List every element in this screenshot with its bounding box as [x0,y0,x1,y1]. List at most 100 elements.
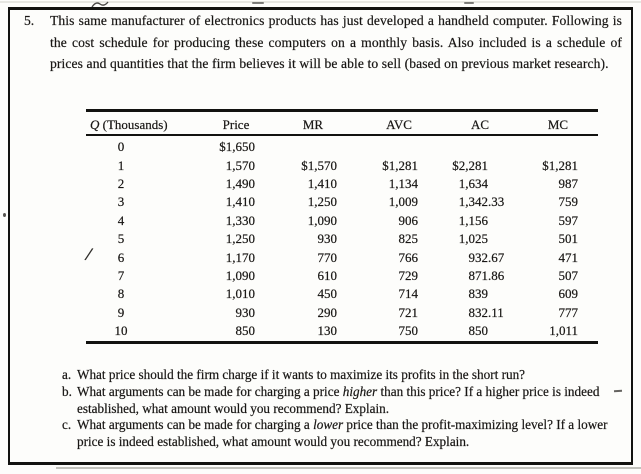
cell-price: 1,410 [225,194,255,210]
cell-avc: 1,009 [388,194,418,210]
cell-mr: $1,570 [301,157,337,173]
cell-price: 1,490 [225,175,255,191]
cell-quantity: 1 [117,157,125,173]
question-a-label: a. [62,367,72,382]
cell-mr: 1,250 [307,194,337,210]
cell-quantity: 10 [114,323,128,339]
scan-artifact-top-edge [0,1,641,3]
cell-ac: 850 [468,323,488,339]
question-b-text: What arguments can be made for charging … [77,383,600,416]
cost-schedule-table: Q (Thousands) Price MR AVC AC MC 0 $1,65… [86,109,598,345]
question-list: a. What price should the firm charge if … [62,367,628,451]
cell-quantity: 7 [117,267,125,283]
cell-mr: 130 [317,323,337,339]
cell-mr: 1,410 [307,175,337,191]
cell-price: 850 [235,323,255,339]
cell-ac: 1,156 [458,212,488,228]
column-header-mr: MR [302,116,324,132]
table-row: 5 1,250 930 825 1,025 501 [86,230,598,248]
cell-price: 1,010 [225,286,255,302]
cell-quantity: 3 [117,194,125,210]
question-b-label: b. [62,383,72,399]
question-c-label: c. [62,417,72,433]
cell-price: 1,250 [225,231,255,247]
cell-avc: 825 [398,231,418,247]
cell-ac: $2,281 [452,157,488,173]
column-header-avc: AVC [386,116,412,132]
table-row: 2 1,490 1,410 1,134 1,634 987 [86,175,598,193]
cell-avc: 721 [398,304,418,320]
cell-quantity: 0 [117,139,125,155]
question-c: c. What arguments can be made for chargi… [62,417,628,451]
cell-price: $1,650 [219,139,255,155]
cell-mc: 501 [558,231,578,247]
cell-mr: 1,090 [307,212,337,228]
table-row: 6 1,170 770 766 932.67 471 [86,248,598,266]
cell-mr: 610 [317,267,337,283]
cell-mc: 987 [558,175,578,191]
cell-mc: 597 [558,212,578,228]
cell-mc: 507 [558,267,578,283]
cell-mc: 759 [558,194,578,210]
cell-quantity: 2 [117,175,125,191]
cell-ac: 1,025 [458,231,488,247]
column-header-price: Price [222,116,250,132]
table-row: 1 1,570 $1,570 $1,281 $2,281 $1,281 [86,156,598,174]
column-header-mc: MC [547,116,569,132]
scan-speck-left [3,213,6,217]
cell-ac: 832.11 [468,304,504,320]
question-a-text: What price should the firm charge if it … [77,367,526,382]
scan-artifact-bottom-edge [56,467,641,469]
cell-ac: 1,342.33 [458,194,505,210]
cell-quantity: 4 [117,212,125,228]
cell-ac: 932.67 [468,249,505,265]
cell-mc: 1,011 [549,323,578,339]
cell-price: 1,090 [225,267,255,283]
table-row: 4 1,330 1,090 906 1,156 597 [86,212,598,230]
scan-speck-top-1 [252,2,264,4]
cell-price: 1,330 [225,212,255,228]
q-symbol: Q [90,116,100,132]
cell-price: 1,170 [225,249,255,265]
problem-statement: This same manufacturer of electronics pr… [50,13,622,71]
scan-speck-top-2 [464,2,474,4]
cell-mr: 930 [317,231,337,247]
cell-quantity: 8 [117,286,125,302]
cell-avc: 729 [398,267,418,283]
cell-price: 1,570 [225,157,255,173]
question-a: a. What price should the firm charge if … [62,367,628,384]
cell-ac: 871.86 [468,267,505,283]
cell-mr: 770 [317,249,337,265]
table-row: 0 $1,650 [86,138,598,156]
cell-price: 930 [235,304,255,320]
table-body: 0 $1,650 1 1,570 $1,570 $1,281 $2,281 $1… [86,136,598,345]
cell-avc: $1,281 [382,157,418,173]
cell-mc: 609 [558,286,578,302]
cell-avc: 766 [398,249,418,265]
cell-avc: 1,134 [388,175,418,191]
cell-mc: $1,281 [542,157,578,173]
cell-quantity: 5 [117,231,125,247]
table-row: 9 930 290 721 832.11 777 [86,304,598,322]
page-border [8,7,633,465]
table-row: 7 1,090 610 729 871.86 507 [86,267,598,285]
cell-quantity: 6 [117,249,125,265]
cell-mc: 777 [558,304,578,320]
cell-ac: 839 [468,286,488,302]
table-header-row: Q (Thousands) Price MR AVC AC MC [86,112,598,136]
question-c-text: What arguments can be made for charging … [77,417,608,450]
problem-number: 5. [24,13,35,28]
cell-ac: 1,634 [458,175,488,191]
q-units: (Thousands) [99,116,168,132]
column-header-quantity: Q (Thousands) [86,116,196,133]
cell-mr: 450 [317,286,337,302]
cell-mr: 290 [317,304,337,320]
cell-avc: 906 [398,212,418,228]
question-b: b. What arguments can be made for chargi… [62,384,628,418]
cell-avc: 750 [398,323,418,339]
cell-avc: 714 [398,286,418,302]
column-header-ac: AC [470,116,490,132]
pen-squiggle-mark [91,1,109,8]
